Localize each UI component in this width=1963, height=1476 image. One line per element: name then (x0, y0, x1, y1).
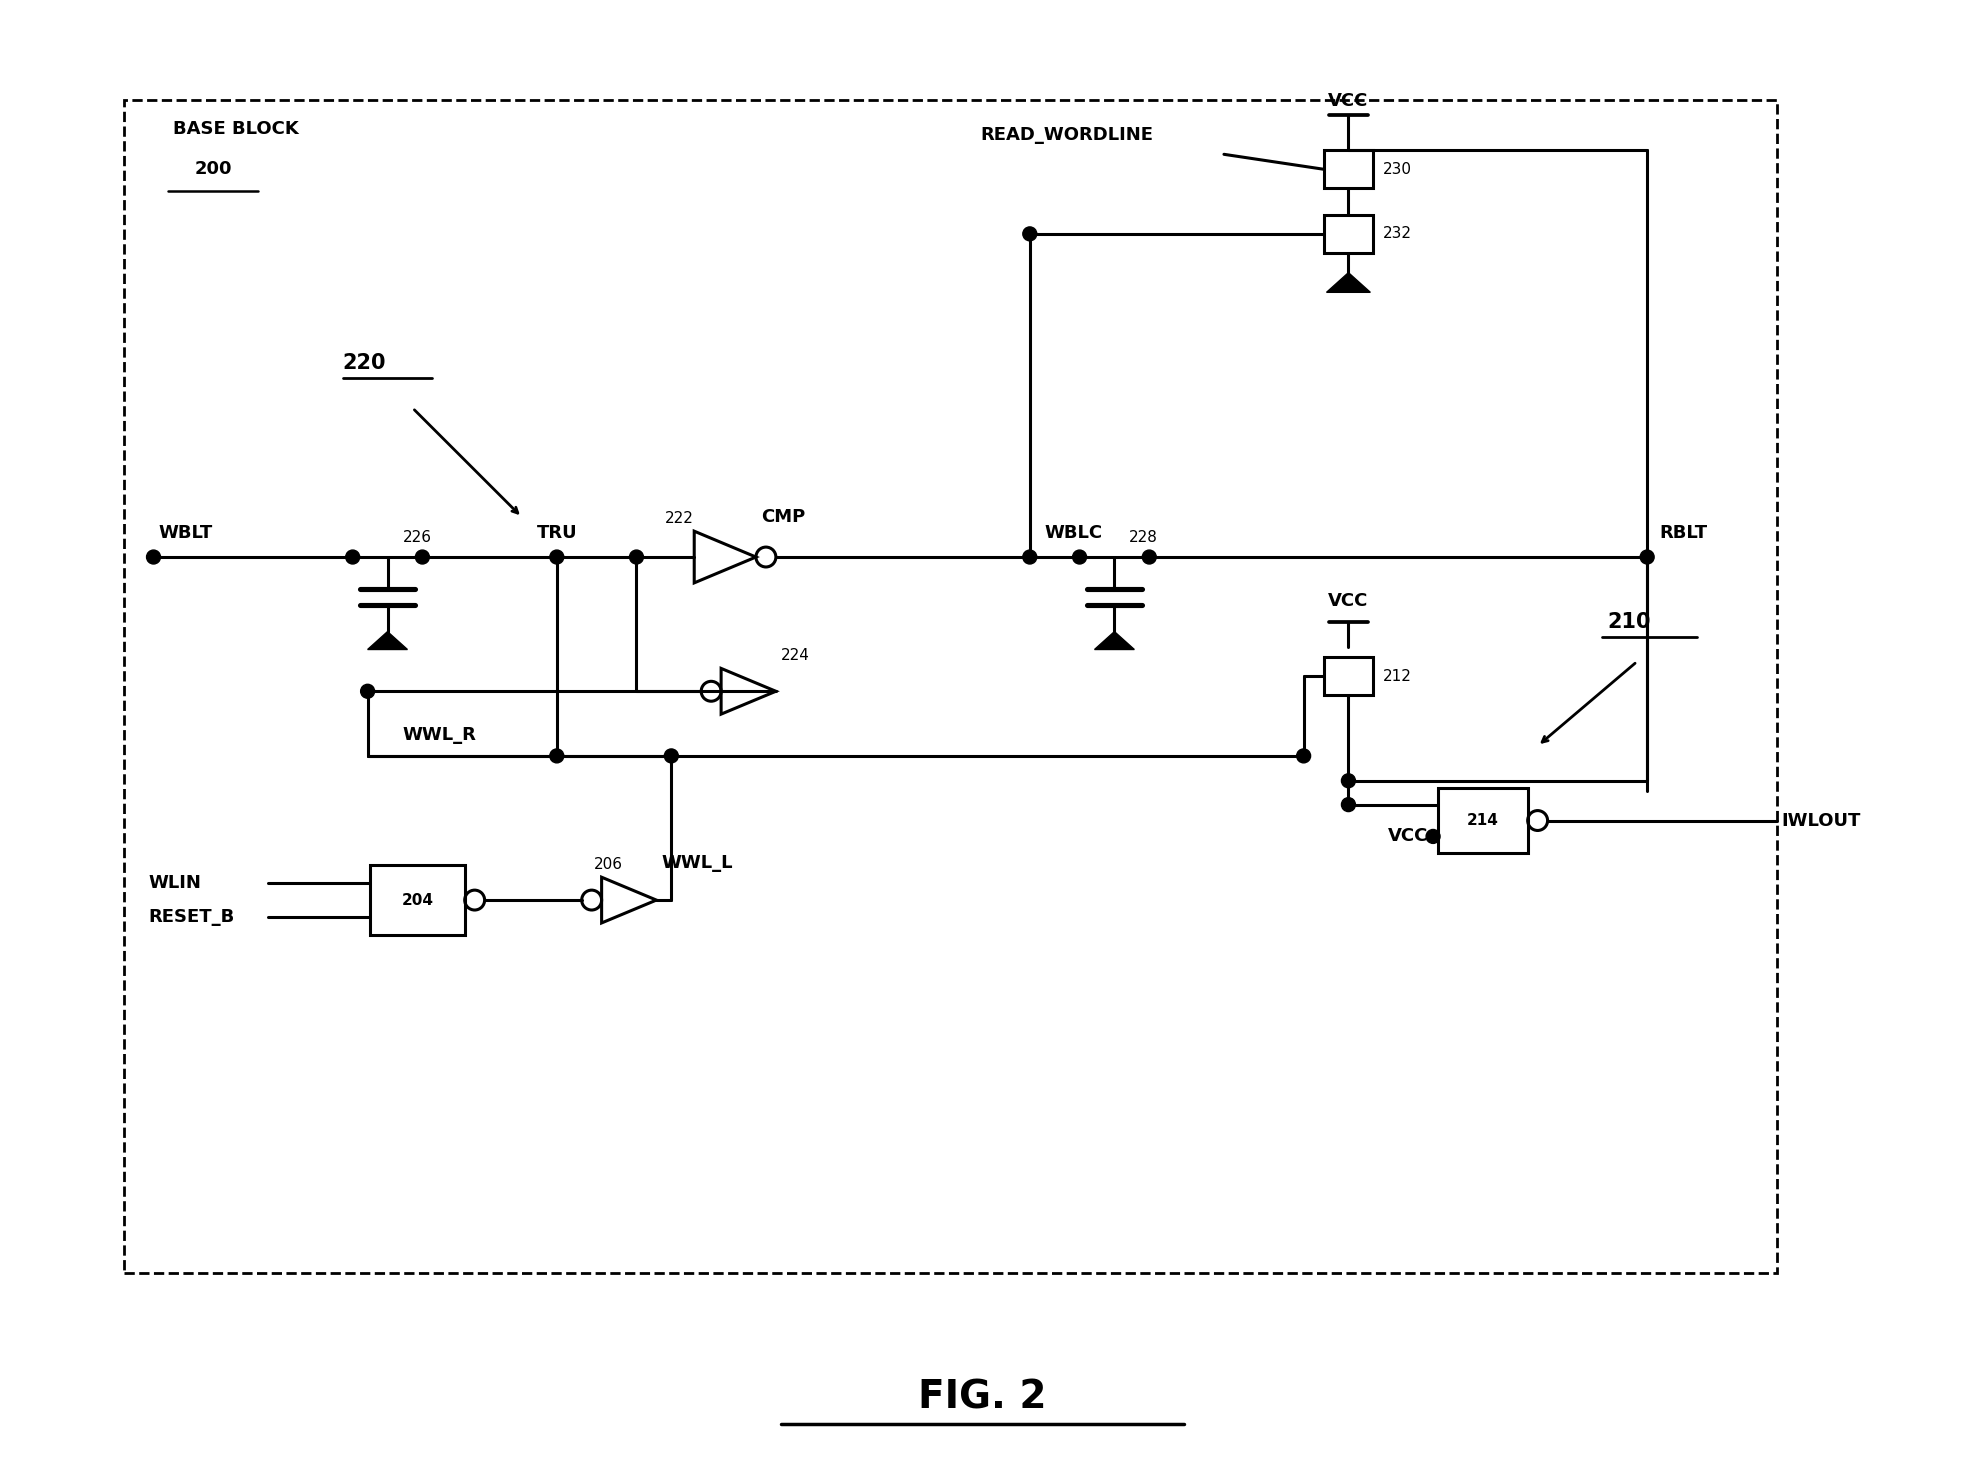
Text: BASE BLOCK: BASE BLOCK (173, 121, 298, 139)
Text: FIG. 2: FIG. 2 (919, 1379, 1046, 1417)
Circle shape (1341, 797, 1354, 812)
Text: 222: 222 (665, 511, 695, 527)
Text: TRU: TRU (536, 524, 577, 542)
Text: 214: 214 (1466, 813, 1500, 828)
Text: RESET_B: RESET_B (149, 908, 236, 925)
Text: WWL_R: WWL_R (402, 726, 477, 744)
Text: 232: 232 (1384, 226, 1411, 242)
Bar (1323, 215, 1374, 252)
Circle shape (1298, 748, 1311, 763)
Text: 224: 224 (781, 648, 809, 663)
Text: VCC: VCC (1329, 592, 1368, 610)
Circle shape (1023, 551, 1036, 564)
Circle shape (416, 551, 430, 564)
Text: VCC: VCC (1388, 828, 1429, 846)
Text: WBLT: WBLT (159, 524, 212, 542)
Circle shape (550, 748, 563, 763)
Circle shape (1341, 773, 1354, 788)
Circle shape (663, 748, 679, 763)
Circle shape (345, 551, 359, 564)
Circle shape (361, 685, 375, 698)
Circle shape (550, 551, 563, 564)
Circle shape (147, 551, 161, 564)
Circle shape (630, 551, 644, 564)
Polygon shape (1327, 273, 1370, 292)
Polygon shape (695, 531, 756, 583)
Polygon shape (367, 632, 408, 649)
Text: VCC: VCC (1329, 92, 1368, 109)
Text: 210: 210 (1608, 611, 1651, 632)
Bar (1439, 788, 1527, 853)
Text: 204: 204 (400, 893, 434, 908)
Circle shape (1641, 551, 1655, 564)
Polygon shape (1095, 632, 1135, 649)
Text: CMP: CMP (762, 508, 805, 527)
Circle shape (1142, 551, 1156, 564)
Circle shape (1072, 551, 1088, 564)
Bar (371, 865, 465, 934)
Text: 212: 212 (1384, 669, 1411, 683)
Bar (1323, 151, 1374, 187)
Text: 230: 230 (1384, 162, 1411, 177)
Circle shape (1023, 227, 1036, 241)
Text: READ_WORDLINE: READ_WORDLINE (980, 127, 1152, 145)
Text: 206: 206 (593, 858, 622, 872)
Circle shape (1425, 830, 1441, 843)
Text: WLIN: WLIN (149, 874, 202, 892)
Text: WBLC: WBLC (1044, 524, 1103, 542)
Bar (1323, 657, 1374, 695)
Polygon shape (601, 877, 656, 922)
Text: IWLOUT: IWLOUT (1782, 812, 1861, 830)
Text: 226: 226 (402, 530, 432, 545)
Text: WWL_L: WWL_L (662, 855, 732, 872)
Text: 228: 228 (1129, 530, 1158, 545)
Text: RBLT: RBLT (1659, 524, 1708, 542)
Bar (124, 99, 1777, 1272)
Text: 220: 220 (344, 353, 387, 373)
Text: 200: 200 (194, 161, 232, 179)
Polygon shape (720, 669, 775, 714)
